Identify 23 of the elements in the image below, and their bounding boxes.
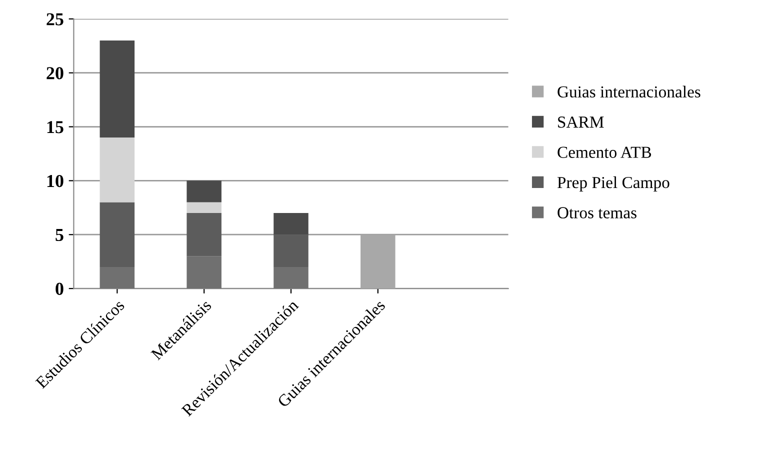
bar — [100, 138, 135, 202]
y-tick-label: 0 — [56, 282, 64, 295]
bar — [100, 40, 135, 138]
bar — [186, 213, 222, 256]
legend-label: Prep Piel Campo — [557, 176, 670, 192]
bar — [274, 213, 308, 235]
bar — [186, 202, 222, 214]
bar — [100, 202, 135, 267]
y-tick-label: 5 — [56, 229, 64, 242]
y-tick-label: 25 — [46, 13, 64, 26]
y-tick-label: 15 — [47, 121, 64, 134]
bar — [274, 266, 308, 289]
bar — [186, 256, 222, 289]
bar — [100, 266, 135, 289]
legend-label: Cemento ATB — [558, 146, 652, 158]
bar — [274, 234, 308, 267]
bar — [360, 234, 396, 289]
bar — [186, 180, 222, 202]
legend-label: Guias internacionales — [558, 86, 700, 98]
y-tick-label: 20 — [46, 67, 64, 80]
legend-label: Otros temas — [558, 207, 636, 218]
y-tick-label: 10 — [47, 174, 64, 188]
legend-label: SARM — [558, 116, 604, 128]
